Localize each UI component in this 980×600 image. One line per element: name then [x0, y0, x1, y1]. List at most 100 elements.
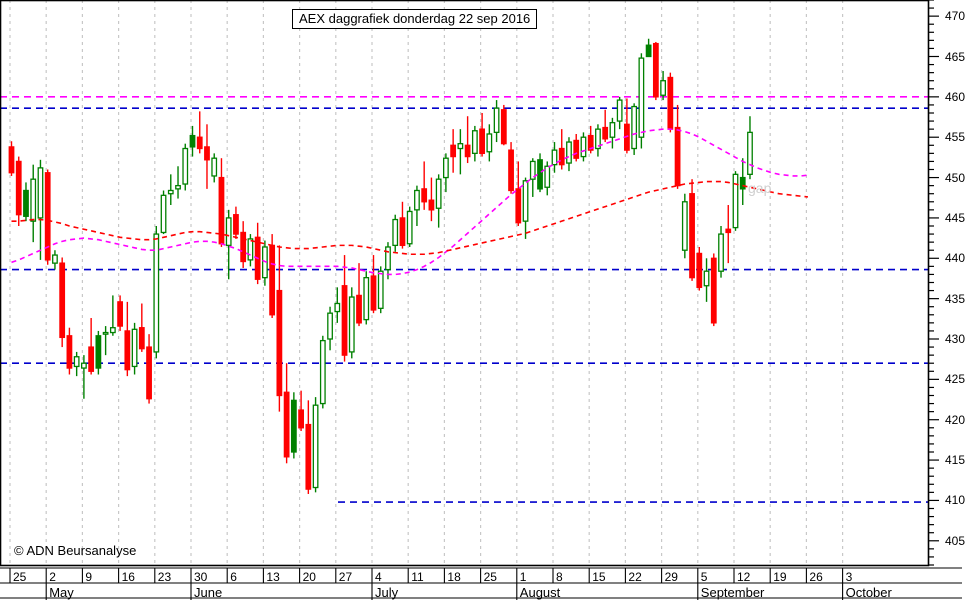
- candlestick: [44, 169, 51, 265]
- x-axis-day-label: 18: [447, 570, 461, 584]
- candlestick: [566, 137, 572, 172]
- x-axis-month-label: July: [375, 585, 399, 600]
- candlestick: [117, 295, 123, 331]
- candlestick: [493, 100, 500, 143]
- y-axis-tick-label: 465: [945, 49, 966, 64]
- candlestick: [631, 103, 638, 155]
- candlestick: [703, 258, 710, 302]
- candlestick: [334, 287, 341, 323]
- x-axis-day-label: 5: [700, 570, 708, 584]
- candlestick: [348, 287, 355, 359]
- candlestick: [660, 71, 666, 101]
- candlestick: [262, 240, 268, 286]
- candlestick: [95, 330, 102, 375]
- candlestick: [406, 206, 413, 247]
- candlestick: [450, 129, 457, 173]
- candlestick: [544, 161, 551, 196]
- candlestick: [710, 253, 717, 327]
- x-axis-day-label: 12: [737, 570, 751, 584]
- x-axis-day-label: 6: [230, 570, 237, 584]
- candlestick: [674, 104, 681, 189]
- candlestick: [23, 182, 29, 222]
- candlestick: [81, 355, 87, 399]
- candlestick: [479, 113, 485, 157]
- candlestick: [696, 246, 703, 291]
- candlestick: [515, 161, 522, 226]
- candlestick: [616, 96, 623, 130]
- candlestick: [189, 125, 196, 157]
- candlestick: [182, 143, 189, 191]
- y-axis-tick-label: 420: [945, 412, 966, 427]
- candlestick: [52, 250, 58, 270]
- candlestick: [102, 326, 109, 356]
- x-axis-day-label: 16: [121, 570, 135, 584]
- x-axis-day-label: 30: [194, 570, 208, 584]
- candlestick: [131, 322, 138, 375]
- candlestick: [385, 242, 391, 280]
- candlestick: [124, 301, 131, 377]
- candlestick: [138, 303, 145, 352]
- y-axis-tick-label: 470: [945, 9, 966, 24]
- y-axis-tick-label: 435: [945, 291, 966, 306]
- candlestick: [652, 41, 659, 101]
- gap-annotation: gap: [748, 180, 772, 196]
- candles-layer: [8, 38, 753, 494]
- candlestick: [8, 141, 15, 176]
- x-axis-day-label: 13: [266, 570, 280, 584]
- candlestick: [341, 255, 348, 362]
- candlestick: [392, 214, 399, 252]
- candlestick: [508, 142, 514, 194]
- candlestick: [529, 158, 536, 197]
- candlestick: [160, 190, 167, 235]
- candlestick: [153, 226, 160, 359]
- candlestick: [645, 38, 652, 58]
- x-axis-day-label: 3: [845, 570, 853, 584]
- x-axis-day-label: 22: [628, 570, 642, 584]
- y-axis-tick-label: 455: [945, 130, 966, 145]
- candlestick: [681, 193, 688, 259]
- x-axis-day-label: 19: [773, 570, 787, 584]
- candlestick: [305, 400, 312, 494]
- candlestick: [580, 132, 587, 162]
- y-axis-tick-label: 450: [945, 170, 966, 185]
- x-axis-day-label: 15: [592, 570, 606, 584]
- x-axis-day-label: 25: [483, 570, 497, 584]
- candlestick: [500, 104, 507, 146]
- candlestick: [732, 171, 739, 231]
- candlestick: [522, 177, 529, 239]
- x-axis-day-label: 23: [157, 570, 172, 584]
- x-axis-day-label: 4: [375, 570, 382, 584]
- x-axis-day-label: 29: [664, 570, 678, 584]
- candlestick: [573, 133, 580, 162]
- candlestick: [211, 153, 218, 183]
- candlestick: [312, 397, 319, 493]
- candlestick: [537, 153, 543, 193]
- horizontal-levels-layer: [0, 96, 928, 503]
- candlestick: [290, 392, 297, 459]
- candlestick: [88, 318, 95, 375]
- candlestick: [739, 158, 746, 206]
- candlestick: [551, 142, 558, 173]
- candlestick: [443, 153, 449, 193]
- candlestick: [146, 334, 152, 404]
- candlestick: [225, 209, 232, 280]
- candlestick: [558, 129, 565, 170]
- y-axis-tick-label: 425: [945, 372, 966, 387]
- candlestick: [428, 177, 435, 222]
- candlestick: [718, 226, 724, 278]
- candlestick: [595, 124, 601, 157]
- candlestick: [667, 72, 674, 133]
- x-axis-month-label: September: [700, 585, 765, 600]
- y-axis-tick-label: 440: [945, 251, 966, 266]
- x-axis-day-label: 11: [411, 570, 424, 584]
- candlestick: [421, 161, 428, 210]
- candlestick: [73, 351, 80, 377]
- candlestick: [471, 125, 478, 162]
- candlestick: [298, 390, 304, 432]
- y-axis-tick-label: 405: [945, 533, 966, 548]
- x-axis-day-label: 2: [49, 570, 56, 584]
- x-axis-day-label: 9: [85, 570, 93, 584]
- moving-average-line: [11, 128, 808, 276]
- moving-average-line: [11, 180, 808, 256]
